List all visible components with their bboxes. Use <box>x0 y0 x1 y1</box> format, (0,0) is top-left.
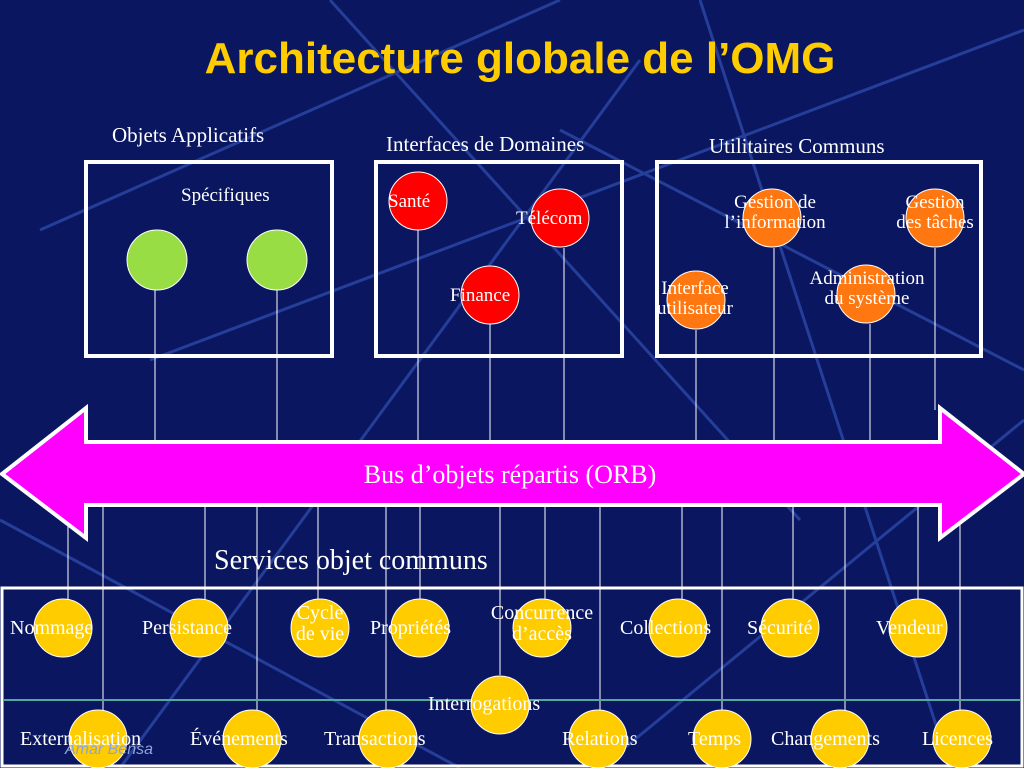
service-circle-licences <box>932 709 992 768</box>
service-label-collections: Collections <box>620 617 712 639</box>
domain-label-sante: Santé <box>388 191 431 212</box>
services-box <box>0 586 1024 768</box>
utility-label-administration: Administration du système <box>784 269 950 309</box>
utility-label-line: l’information <box>724 211 826 233</box>
service-circle-nommage <box>33 598 93 658</box>
service-label-proprietes: Propriétés <box>370 617 452 639</box>
utilitaires-communs-label: Utilitaires Communs <box>709 134 885 158</box>
service-label-line: Concurrence <box>490 602 594 624</box>
service-label-relations: Relations <box>562 728 638 750</box>
utility-circle-interface <box>666 270 726 330</box>
service-circle-changements <box>810 709 870 768</box>
utility-label-line: Gestion de <box>734 192 816 213</box>
service-circle-relations <box>568 709 628 768</box>
service-circle-persistance <box>169 598 229 658</box>
service-label-temps: Temps <box>688 728 742 750</box>
bottom-connectors <box>67 500 961 710</box>
utility-label-gestion-taches: Gestion des tâches <box>875 193 995 233</box>
service-circle-proprietes <box>390 598 450 658</box>
service-circle-externalisation <box>68 709 128 768</box>
service-circle-evenements <box>222 709 282 768</box>
service-circle-temps <box>692 709 752 768</box>
domain-label-telecom: Télécom <box>516 208 583 229</box>
service-circle-cycle <box>290 598 350 658</box>
orb-label: Bus d’objets répartis (ORB) <box>363 460 657 489</box>
footer-author: Amar Bensa <box>65 741 154 758</box>
utility-label-line: des tâches <box>896 211 974 233</box>
utility-circle-gestion-info <box>742 188 802 248</box>
domain-circle-sante <box>388 171 448 231</box>
objets-applicatifs-box <box>84 160 334 358</box>
service-label-securite: Sécurité <box>747 617 813 639</box>
utility-label-line: Administration <box>809 268 925 289</box>
utility-label-interface: Interface utilisateur <box>632 279 758 319</box>
service-circle-concurrence <box>512 598 572 658</box>
service-circle-transactions <box>358 709 418 768</box>
app-object-circle <box>126 229 188 291</box>
page-title: Architecture globale de l’OMG <box>204 34 836 83</box>
domain-circle-finance <box>460 265 520 325</box>
service-label-evenements: Événements <box>190 728 288 750</box>
service-label-line: d’accès <box>512 623 572 645</box>
orb-arrow <box>0 403 1024 543</box>
top-connectors <box>154 230 936 442</box>
objets-applicatifs-label: Objets Applicatifs <box>112 123 265 147</box>
utility-circle-gestion-taches <box>905 188 965 248</box>
domain-label-finance: Finance <box>450 285 511 306</box>
utilitaires-communs-box <box>655 160 983 358</box>
app-object-circle <box>246 229 308 291</box>
service-label-externalisation: Externalisation <box>20 728 142 750</box>
service-label-nommage: Nommage <box>10 617 94 639</box>
service-label-changements: Changements <box>771 728 880 750</box>
service-label-line: Cycle <box>296 602 344 624</box>
service-circle-vendeur <box>888 598 948 658</box>
interfaces-domaines-label: Interfaces de Domaines <box>386 132 585 156</box>
service-circles-row2 <box>68 709 992 768</box>
interfaces-domaines-box <box>374 160 624 358</box>
service-label-persistance: Persistance <box>142 617 232 639</box>
utility-label-line: du système <box>824 287 910 309</box>
service-label-vendeur: Vendeur <box>876 617 943 639</box>
utility-label-line: Gestion <box>905 192 965 213</box>
service-label-cycle: Cycle de vie <box>280 603 360 645</box>
utility-label-gestion-info: Gestion de l’information <box>690 193 860 233</box>
specifiques-label: Spécifiques <box>181 185 270 206</box>
utility-label-line: utilisateur <box>657 297 733 319</box>
service-circle-securite <box>760 598 820 658</box>
service-circle-collections <box>648 598 708 658</box>
utility-label-line: Interface <box>661 278 729 299</box>
utility-circle-administration <box>836 264 896 324</box>
service-circle-interrogations <box>470 675 530 735</box>
domain-circle-telecom <box>530 188 590 248</box>
service-label-licences: Licences <box>922 728 994 750</box>
service-label-line: de vie <box>295 623 345 645</box>
service-label-transactions: Transactions <box>324 728 426 750</box>
services-title: Services objet communs <box>214 545 488 576</box>
service-label-interrogations: Interrogations <box>428 693 541 715</box>
service-circles-row1 <box>33 598 948 658</box>
service-label-concurrence: Concurrence d’accès <box>472 603 612 645</box>
